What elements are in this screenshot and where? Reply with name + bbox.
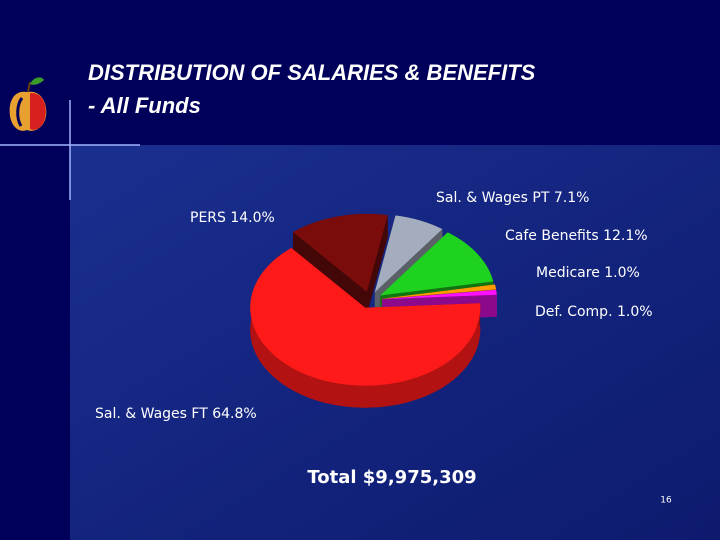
chart-subtitle: - All Funds bbox=[88, 93, 201, 118]
label-category: PERS bbox=[190, 210, 226, 226]
label-category: Cafe Benefits bbox=[505, 228, 599, 244]
slice bbox=[293, 213, 388, 292]
label-value: 1.0% bbox=[617, 304, 653, 320]
data-label: Def. Comp. 1.0% bbox=[535, 304, 653, 320]
label-value: 1.0% bbox=[604, 265, 640, 281]
labels: PERS 14.0% Sal. & Wages PT 7.1% Cafe Benef… bbox=[95, 190, 653, 422]
label-category: Medicare bbox=[536, 265, 600, 281]
label-category: Sal. & Wages FT bbox=[95, 406, 208, 422]
label-value: 14.0% bbox=[230, 210, 274, 226]
label-value: 64.8% bbox=[212, 406, 256, 422]
slice bbox=[250, 247, 481, 386]
label-category: Sal. & Wages PT bbox=[436, 190, 550, 206]
label-category: Def. Comp. bbox=[535, 304, 613, 320]
slide-number: 16 bbox=[660, 496, 672, 506]
slice bbox=[380, 232, 494, 296]
slice bbox=[381, 284, 497, 299]
chart-title: DISTRIBUTION OF SALARIES & BENEFITS bbox=[88, 60, 536, 85]
apple-logo bbox=[9, 77, 47, 131]
data-label: Sal. & Wages FT 64.8% bbox=[95, 406, 257, 422]
slice bbox=[381, 289, 497, 300]
pie bbox=[250, 213, 497, 408]
data-label: Cafe Benefits 12.1% bbox=[505, 228, 648, 244]
slice-side bbox=[293, 215, 388, 314]
data-label: Sal. & Wages PT 7.1% bbox=[436, 190, 589, 206]
total-label: Total $9,975,309 bbox=[307, 467, 476, 488]
label-value: 12.1% bbox=[603, 228, 647, 244]
label-value: 7.1% bbox=[554, 190, 590, 206]
data-label: Medicare 1.0% bbox=[536, 265, 640, 281]
slice bbox=[374, 215, 443, 293]
data-label: PERS 14.0% bbox=[190, 210, 275, 226]
